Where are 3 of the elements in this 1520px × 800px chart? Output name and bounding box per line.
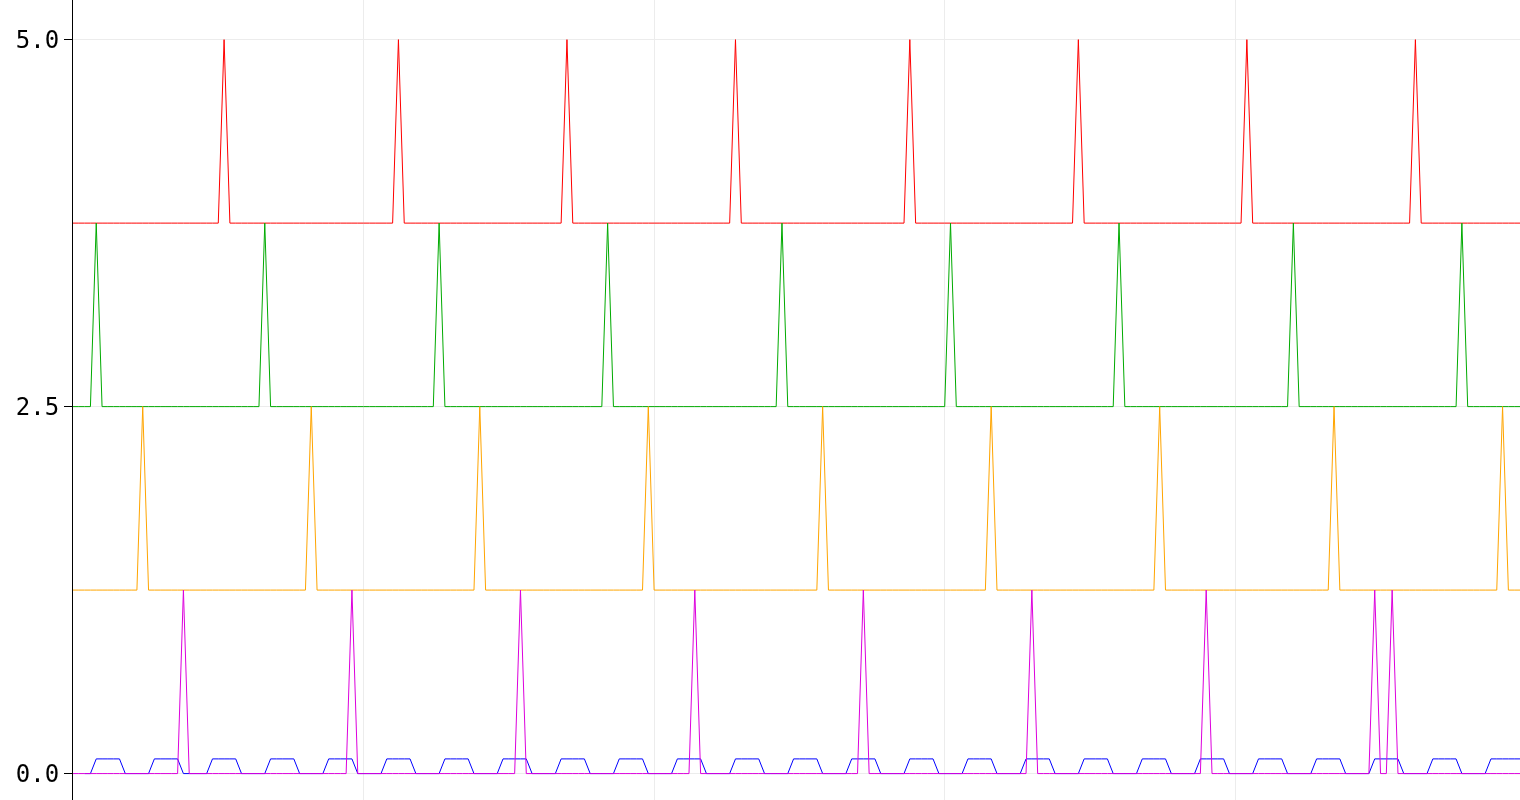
y-tick-label: 0.0	[15, 759, 60, 788]
y-tick-label: 2.5	[15, 393, 60, 422]
y-tick-label: 5.0	[15, 26, 60, 55]
